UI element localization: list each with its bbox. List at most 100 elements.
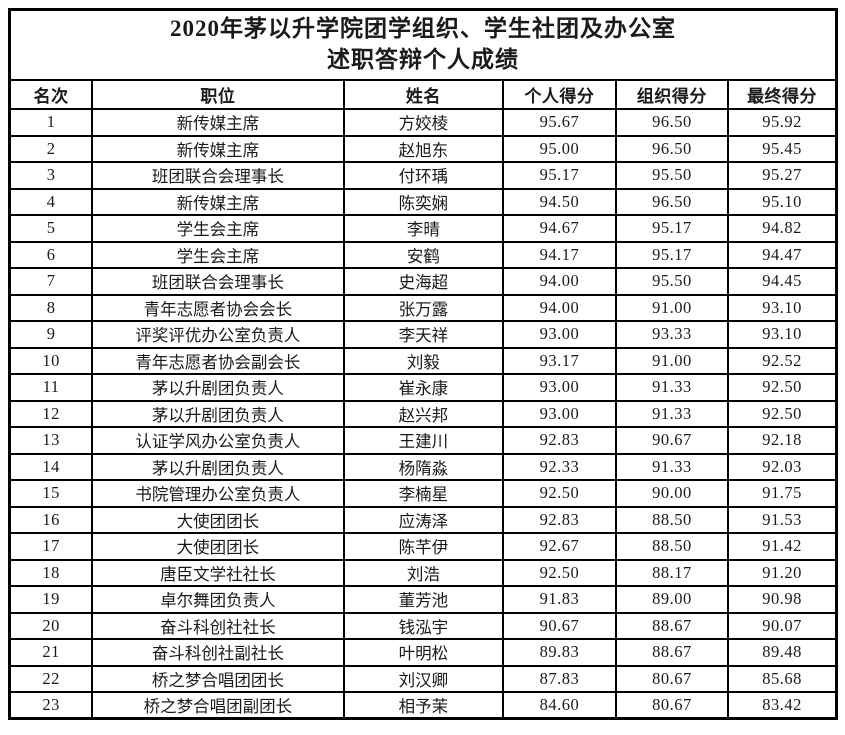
table-row: 14 茅以升剧团负责人 杨隋淼 92.33 91.33 92.03: [8, 452, 838, 481]
table-row: 10 青年志愿者协会副会长 刘毅 93.17 91.00 92.52: [8, 346, 838, 375]
final-score-cell: 91.42: [727, 532, 838, 561]
rank-cell: 21: [8, 638, 94, 667]
table-row: 20 奋斗科创社社长 钱泓宇 90.67 88.67 90.07: [8, 611, 838, 640]
personal-score-cell: 92.83: [502, 505, 617, 534]
name-cell: 付环瑀: [342, 161, 505, 190]
personal-score-cell: 93.00: [502, 373, 617, 402]
position-cell: 青年志愿者协会会长: [91, 293, 345, 322]
final-score-cell: 90.07: [727, 611, 838, 640]
personal-score-cell: 91.83: [502, 585, 617, 614]
title-row: 2020年茅以升学院团学组织、学生社团及办公室 述职答辩个人成绩: [8, 8, 838, 81]
name-cell: 王建川: [342, 426, 505, 455]
table-row: 7 班团联合会理事长 史海超 94.00 95.50 94.45: [8, 267, 838, 296]
org-score-cell: 96.50: [614, 187, 730, 216]
name-cell: 赵旭东: [342, 134, 505, 163]
org-score-cell: 91.33: [614, 399, 730, 428]
personal-score-cell: 94.00: [502, 267, 617, 296]
table-row: 3 班团联合会理事长 付环瑀 95.17 95.50 95.27: [8, 161, 838, 190]
position-cell: 班团联合会理事长: [91, 161, 345, 190]
org-score-cell: 91.33: [614, 373, 730, 402]
rank-cell: 6: [8, 240, 94, 269]
table-row: 6 学生会主席 安鹤 94.17 95.17 94.47: [8, 240, 838, 269]
org-score-cell: 80.67: [614, 691, 730, 720]
final-score-cell: 92.03: [727, 452, 838, 481]
rank-cell: 3: [8, 161, 94, 190]
table-row: 1 新传媒主席 方姣棱 95.67 96.50 95.92: [8, 108, 838, 137]
final-score-cell: 95.45: [727, 134, 838, 163]
name-cell: 赵兴邦: [342, 399, 505, 428]
final-score-cell: 95.92: [727, 108, 838, 137]
org-score-cell: 91.33: [614, 452, 730, 481]
final-score-cell: 92.50: [727, 373, 838, 402]
table-row: 18 唐臣文学社社长 刘浩 92.50 88.17 91.20: [8, 558, 838, 587]
final-score-cell: 94.82: [727, 214, 838, 243]
org-score-cell: 88.50: [614, 505, 730, 534]
org-score-cell: 88.50: [614, 532, 730, 561]
table-title-line2: 述职答辩个人成绩: [327, 47, 519, 72]
final-score-cell: 92.50: [727, 399, 838, 428]
personal-score-cell: 94.17: [502, 240, 617, 269]
position-cell: 茅以升剧团负责人: [91, 373, 345, 402]
final-score-cell: 95.27: [727, 161, 838, 190]
table-row: 22 桥之梦合唱团团长 刘汉卿 87.83 80.67 85.68: [8, 664, 838, 693]
personal-score-cell: 93.00: [502, 399, 617, 428]
position-cell: 茅以升剧团负责人: [91, 399, 345, 428]
org-score-cell: 80.67: [614, 664, 730, 693]
score-table: 2020年茅以升学院团学组织、学生社团及办公室 述职答辩个人成绩 名次 职位 姓…: [8, 8, 838, 720]
name-cell: 应涛泽: [342, 505, 505, 534]
name-cell: 史海超: [342, 267, 505, 296]
org-score-cell: 89.00: [614, 585, 730, 614]
rank-cell: 17: [8, 532, 94, 561]
rank-cell: 2: [8, 134, 94, 163]
header-org-score: 组织得分: [614, 79, 730, 110]
final-score-cell: 90.98: [727, 585, 838, 614]
rank-cell: 23: [8, 691, 94, 720]
personal-score-cell: 93.00: [502, 320, 617, 349]
final-score-cell: 85.68: [727, 664, 838, 693]
name-cell: 崔永康: [342, 373, 505, 402]
header-final-score: 最终得分: [727, 79, 838, 110]
position-cell: 桥之梦合唱团副团长: [91, 691, 345, 720]
position-cell: 新传媒主席: [91, 134, 345, 163]
position-cell: 学生会主席: [91, 240, 345, 269]
personal-score-cell: 94.67: [502, 214, 617, 243]
personal-score-cell: 89.83: [502, 638, 617, 667]
header-rank: 名次: [8, 79, 94, 110]
final-score-cell: 95.10: [727, 187, 838, 216]
header-row: 名次 职位 姓名 个人得分 组织得分 最终得分: [8, 79, 838, 110]
table-title: 2020年茅以升学院团学组织、学生社团及办公室 述职答辩个人成绩: [8, 8, 838, 81]
table-row: 9 评奖评优办公室负责人 李天祥 93.00 93.33 93.10: [8, 320, 838, 349]
header-name: 姓名: [342, 79, 505, 110]
name-cell: 陈奕娴: [342, 187, 505, 216]
table-title-line1: 2020年茅以升学院团学组织、学生社团及办公室: [170, 16, 676, 41]
final-score-cell: 91.75: [727, 479, 838, 508]
table-row: 8 青年志愿者协会会长 张万露 94.00 91.00 93.10: [8, 293, 838, 322]
org-score-cell: 88.17: [614, 558, 730, 587]
personal-score-cell: 92.50: [502, 479, 617, 508]
rank-cell: 9: [8, 320, 94, 349]
final-score-cell: 91.53: [727, 505, 838, 534]
personal-score-cell: 87.83: [502, 664, 617, 693]
name-cell: 李天祥: [342, 320, 505, 349]
final-score-cell: 92.52: [727, 346, 838, 375]
personal-score-cell: 93.17: [502, 346, 617, 375]
rank-cell: 1: [8, 108, 94, 137]
personal-score-cell: 92.83: [502, 426, 617, 455]
name-cell: 刘汉卿: [342, 664, 505, 693]
position-cell: 评奖评优办公室负责人: [91, 320, 345, 349]
final-score-cell: 93.10: [727, 293, 838, 322]
rank-cell: 16: [8, 505, 94, 534]
rank-cell: 15: [8, 479, 94, 508]
table-row: 15 书院管理办公室负责人 李楠星 92.50 90.00 91.75: [8, 479, 838, 508]
name-cell: 杨隋淼: [342, 452, 505, 481]
name-cell: 陈芊伊: [342, 532, 505, 561]
final-score-cell: 89.48: [727, 638, 838, 667]
name-cell: 刘毅: [342, 346, 505, 375]
org-score-cell: 93.33: [614, 320, 730, 349]
table-body: 1 新传媒主席 方姣棱 95.67 96.50 95.92 2 新传媒主席 赵旭…: [8, 108, 838, 720]
rank-cell: 11: [8, 373, 94, 402]
position-cell: 认证学风办公室负责人: [91, 426, 345, 455]
org-score-cell: 95.17: [614, 214, 730, 243]
position-cell: 桥之梦合唱团团长: [91, 664, 345, 693]
